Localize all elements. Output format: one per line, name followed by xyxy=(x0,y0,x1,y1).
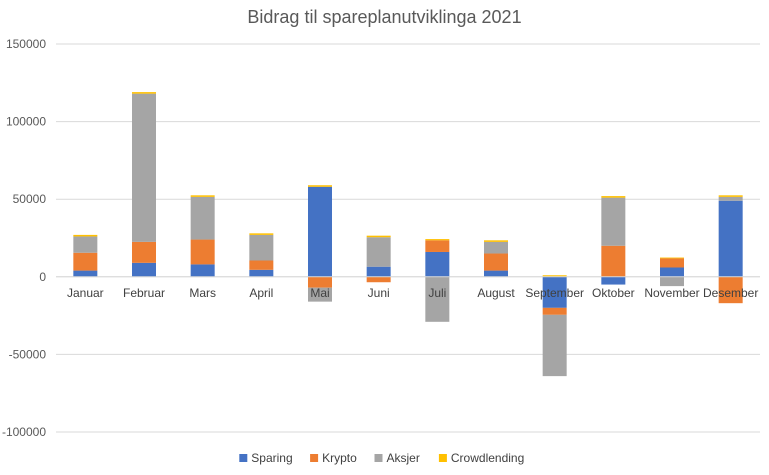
legend-swatch-sparing xyxy=(239,454,248,462)
bar-oktober-sparing xyxy=(601,276,626,285)
bar-desember-sparing xyxy=(718,200,743,277)
bar-september-aksjer xyxy=(542,314,567,377)
bar-juni-krypto xyxy=(366,276,391,283)
legend-label-sparing: Sparing xyxy=(251,451,292,465)
legend-swatch-krypto xyxy=(310,454,319,462)
bar-februar-krypto xyxy=(132,241,156,263)
bar-mai-sparing xyxy=(308,186,332,277)
bar-juni-aksjer xyxy=(366,237,391,267)
bar-august-krypto xyxy=(484,253,508,271)
bar-januar-crowdlending xyxy=(73,234,98,237)
y-axis-tick-labels: 150000 100000 50000 0 -50000 -100000 xyxy=(2,37,46,439)
bar-juli-aksjer xyxy=(425,276,450,322)
bar-september-sparing xyxy=(542,276,567,308)
legend-swatch-aksjer xyxy=(374,454,383,462)
bar-februar-sparing xyxy=(132,262,156,277)
bar-mai-aksjer xyxy=(308,287,332,302)
bar-mars-aksjer xyxy=(190,196,215,240)
bar-mars-sparing xyxy=(190,264,215,277)
bar-juni-sparing xyxy=(366,266,391,277)
bar-mars-krypto xyxy=(190,239,215,265)
bar-mars-crowdlending xyxy=(190,195,215,197)
bar-oktober-krypto xyxy=(601,245,626,277)
y-tick-label: 100000 xyxy=(6,115,46,129)
category-label-juni: Juni xyxy=(368,286,390,300)
bar-desember-crowdlending xyxy=(718,195,743,197)
category-label-februar: Februar xyxy=(123,286,165,300)
chart-title: Bidrag til spareplanutviklinga 2021 xyxy=(247,7,521,27)
gridlines xyxy=(56,43,760,433)
bar-april-krypto xyxy=(249,260,274,270)
category-label-oktober: Oktober xyxy=(592,286,635,300)
bar-november-krypto xyxy=(660,258,684,268)
bar-februar-crowdlending xyxy=(132,92,156,94)
bar-september-krypto xyxy=(542,307,567,315)
category-label-mars: Mars xyxy=(189,286,216,300)
bar-oktober-crowdlending xyxy=(601,196,626,198)
bar-januar-krypto xyxy=(73,252,98,271)
bar-april-sparing xyxy=(249,269,274,277)
category-label-november: November xyxy=(644,286,699,300)
category-label-september: September xyxy=(525,286,584,300)
legend-label-aksjer: Aksjer xyxy=(387,451,420,465)
bar-juli-krypto xyxy=(425,240,450,252)
y-tick-label: 0 xyxy=(39,270,46,284)
bar-september-crowdlending xyxy=(542,275,567,277)
bar-januar-aksjer xyxy=(73,236,98,253)
legend: Sparing Krypto Aksjer Crowdlending xyxy=(239,451,524,465)
y-tick-label: -50000 xyxy=(9,347,47,361)
bar-april-aksjer xyxy=(249,234,274,261)
bar-november-sparing xyxy=(660,267,684,277)
x-axis-category-labels: Januar Februar Mars April Mai Juni Juli August S… xyxy=(67,286,758,300)
bar-november-aksjer xyxy=(660,276,684,287)
y-tick-label: 150000 xyxy=(6,37,46,51)
bar-august-sparing xyxy=(484,270,508,277)
category-label-mai: Mai xyxy=(310,286,329,300)
y-tick-label: -100000 xyxy=(2,425,46,439)
bar-januar-sparing xyxy=(73,270,98,277)
category-label-juli: Juli xyxy=(428,286,446,300)
bar-juli-sparing xyxy=(425,251,450,277)
bar-desember-krypto xyxy=(718,276,743,304)
bar-juli-crowdlending xyxy=(425,239,450,241)
category-label-april: April xyxy=(249,286,273,300)
y-tick-label: 50000 xyxy=(13,192,47,206)
category-label-januar: Januar xyxy=(67,286,104,300)
bar-juni-crowdlending xyxy=(366,235,391,238)
bar-april-crowdlending xyxy=(249,233,274,235)
legend-label-krypto: Krypto xyxy=(322,451,357,465)
bar-desember-aksjer xyxy=(718,196,743,201)
category-label-august: August xyxy=(477,286,515,300)
bar-august-crowdlending xyxy=(484,240,508,242)
bar-februar-aksjer xyxy=(132,93,156,242)
category-label-desember: Desember xyxy=(703,286,758,300)
bar-mai-crowdlending xyxy=(308,185,332,187)
bar-mai-krypto xyxy=(308,276,332,288)
bar-august-aksjer xyxy=(484,241,508,254)
bar-oktober-aksjer xyxy=(601,197,626,246)
bars xyxy=(73,92,743,377)
legend-swatch-crowdlending xyxy=(438,454,447,462)
bar-november-crowdlending xyxy=(660,257,684,259)
legend-label-crowdlending: Crowdlending xyxy=(451,451,524,465)
